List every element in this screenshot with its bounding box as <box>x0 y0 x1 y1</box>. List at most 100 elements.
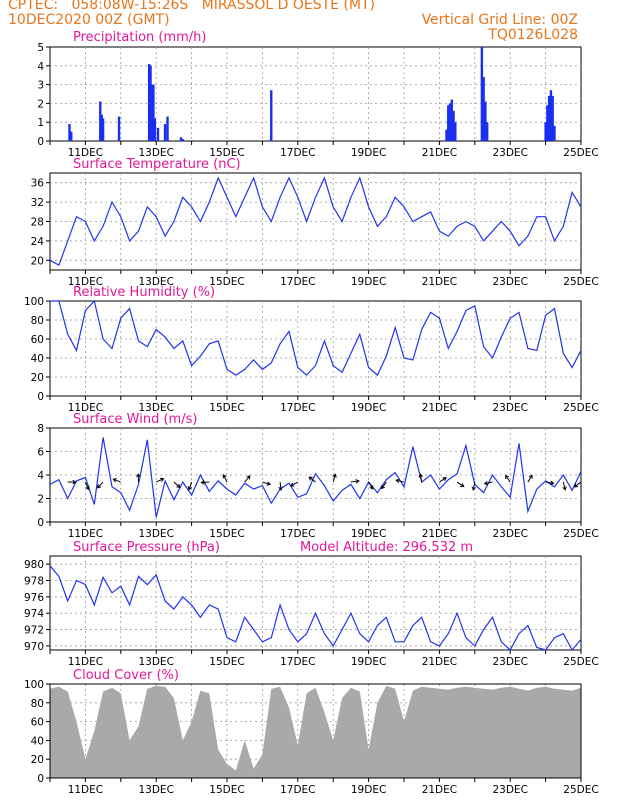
wind-arrow-head <box>562 486 567 491</box>
wind-arrow-head <box>332 473 337 478</box>
cloud-cover-area <box>50 685 581 778</box>
x-tick-label: 11DEC <box>68 784 103 796</box>
x-tick-label: 15DEC <box>209 784 244 796</box>
precipitation-bar <box>101 118 105 141</box>
wind-arrow <box>97 481 104 489</box>
panel-title: Surface Wind (m/s) <box>73 412 197 427</box>
wind-arrow-head <box>96 484 102 489</box>
y-tick-label: 60 <box>31 334 44 346</box>
y-tick-label: 32 <box>31 197 44 209</box>
wind-arrow-head <box>573 483 579 488</box>
x-tick-label: 25DEC <box>563 784 598 796</box>
y-tick-label: 4 <box>37 470 44 482</box>
y-tick-label: 1 <box>37 117 44 129</box>
precipitation-bar <box>270 90 273 141</box>
x-tick-label: 11DEC <box>68 276 103 288</box>
wind-arrow <box>439 477 447 483</box>
precipitation-bar <box>454 122 457 141</box>
panel-title: Relative Humidity (%) <box>73 285 215 300</box>
wind-arrow <box>290 481 299 487</box>
series-line <box>49 565 582 652</box>
wind-arrow-head <box>369 485 374 490</box>
panel-title: Surface Pressure (hPa) <box>73 540 220 555</box>
x-tick-label: 13DEC <box>138 276 173 288</box>
precipitation-bar <box>153 118 156 141</box>
x-tick-label: 25DEC <box>563 656 598 668</box>
x-tick-label: 23DEC <box>492 656 527 668</box>
wind-arrow <box>472 481 476 490</box>
x-tick-label: 13DEC <box>138 402 173 414</box>
x-tick-label: 15DEC <box>209 402 244 414</box>
precipitation-bar <box>166 116 169 141</box>
wind-arrow <box>113 478 121 483</box>
y-tick-label: 40 <box>31 353 44 365</box>
wind-arrow <box>279 481 282 491</box>
x-tick-label: 19DEC <box>351 147 386 159</box>
y-tick-label: 24 <box>31 236 45 248</box>
x-tick-label: 17DEC <box>280 276 315 288</box>
wind-arrow <box>396 479 405 483</box>
x-tick-label: 11DEC <box>68 147 103 159</box>
y-tick-label: 4 <box>37 61 44 73</box>
x-tick-label: 11DEC <box>68 528 103 540</box>
wind-arrow-head <box>550 480 555 486</box>
y-tick-label: 5 <box>37 42 44 54</box>
wind-arrow <box>505 475 511 483</box>
x-tick-label: 15DEC <box>209 656 244 668</box>
x-tick-label: 21DEC <box>422 528 457 540</box>
y-tick-label: 80 <box>31 315 44 327</box>
y-tick-label: 978 <box>24 576 44 588</box>
precipitation-bar <box>450 99 453 141</box>
y-tick-label: 2 <box>37 494 44 506</box>
x-tick-label: 21DEC <box>422 276 457 288</box>
precipitation-bar <box>448 103 452 141</box>
x-tick-label: 13DEC <box>138 656 173 668</box>
wind-arrow-head <box>278 486 283 491</box>
x-tick-label: 13DEC <box>138 784 173 796</box>
plot-frame <box>49 300 582 397</box>
wind-arrow <box>456 481 465 487</box>
wind-arrow <box>173 481 181 488</box>
x-tick-label: 23DEC <box>492 147 527 159</box>
x-tick-label: 19DEC <box>351 784 386 796</box>
series-line <box>49 176 582 266</box>
wind-arrow <box>368 481 374 490</box>
x-tick-label: 11DEC <box>68 656 103 668</box>
wind-arrow-head <box>176 483 181 489</box>
series-line <box>49 437 582 518</box>
panel-title: Surface Temperature (nC) <box>73 157 241 172</box>
precipitation-bar <box>100 114 103 141</box>
precipitation-bar <box>68 124 71 141</box>
wind-arrow <box>527 475 533 483</box>
precipitation-bar <box>179 137 183 141</box>
wind-arrow-head <box>289 482 295 487</box>
wind-arrow-head <box>222 474 227 479</box>
wind-arrow <box>188 481 193 490</box>
wind-arrow <box>222 474 228 483</box>
y-tick-label: 40 <box>31 735 44 747</box>
location-header: CPTEC: 058:08W-15:26S MIRASSOL D OESTE (… <box>8 0 375 13</box>
precipitation-bar <box>551 95 554 141</box>
y-tick-label: 20 <box>31 255 44 267</box>
precipitation-bar <box>99 101 102 141</box>
wind-arrow <box>262 481 271 485</box>
precipitation-bar <box>163 124 167 141</box>
precipitation-bar <box>447 105 450 141</box>
precipitation-bar <box>547 95 551 141</box>
y-tick-label: 2 <box>37 98 44 110</box>
wind-arrow <box>201 481 210 484</box>
y-tick-label: 100 <box>24 679 44 691</box>
wind-arrow-head <box>266 481 271 486</box>
precipitation-bar <box>150 84 154 141</box>
y-tick-label: 80 <box>31 698 44 710</box>
wind-arrow-head <box>483 480 489 486</box>
model-altitude-annotation: Model Altitude: 296.532 m <box>300 540 473 555</box>
x-tick-label: 17DEC <box>280 402 315 414</box>
wind-arrow <box>155 478 164 483</box>
x-tick-label: 23DEC <box>492 528 527 540</box>
x-tick-label: 17DEC <box>280 784 315 796</box>
x-tick-label: 25DEC <box>563 147 598 159</box>
wind-arrow <box>562 481 566 490</box>
y-tick-label: 0 <box>37 391 44 403</box>
